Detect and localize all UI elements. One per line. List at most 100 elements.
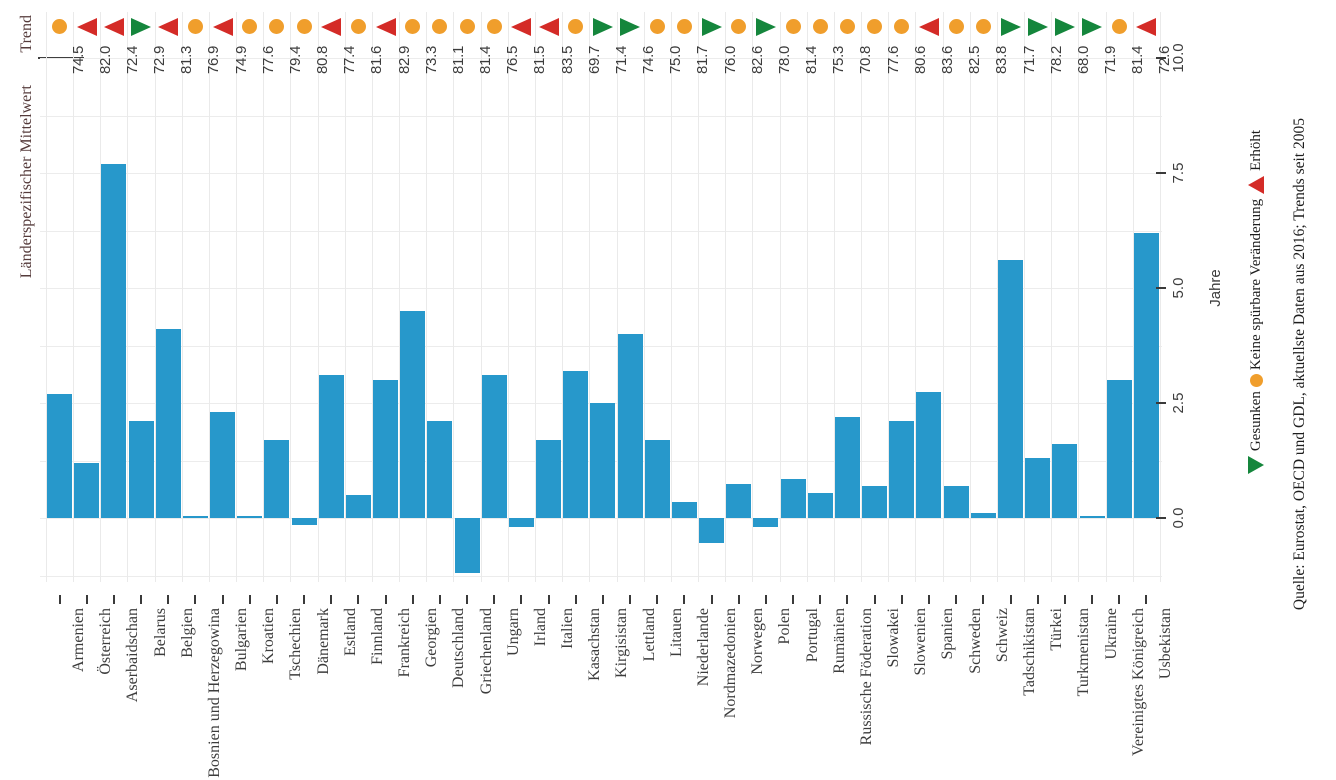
country-tick	[1063, 595, 1066, 604]
bar	[264, 439, 290, 518]
country-label: Tschechien	[287, 608, 305, 680]
gridline-horizontal	[40, 288, 1162, 289]
country-label: Russische Föderation	[857, 608, 875, 746]
trend-no-change-icon	[649, 19, 665, 34]
gridline-vertical	[426, 12, 428, 582]
bar	[128, 421, 154, 518]
gridline-horizontal	[40, 230, 1162, 232]
country-label: Österreich	[97, 608, 115, 675]
country-label: Armenien	[70, 608, 87, 672]
trend-no-change-icon	[894, 19, 910, 34]
country-label: Lettland	[640, 608, 658, 662]
country-tick	[1118, 595, 1121, 604]
trend-increased-icon	[918, 18, 939, 36]
country-label: Niederlande	[694, 608, 712, 687]
mean-value: 81.4	[477, 46, 495, 74]
mean-value: 81.5	[531, 46, 549, 74]
mean-value: 74.5	[69, 46, 87, 74]
country-label: Usbekistan	[1156, 608, 1174, 680]
mean-value: 69.7	[585, 46, 603, 74]
country-label: Schweden	[966, 608, 984, 674]
country-tick	[547, 595, 550, 604]
gridline-vertical	[480, 12, 482, 582]
bar	[889, 421, 915, 518]
trend-decreased-icon	[1082, 18, 1102, 36]
bar	[1025, 458, 1051, 518]
country-tick	[683, 595, 686, 604]
country-label: Polen	[776, 608, 794, 645]
trend-no-change-icon	[975, 19, 991, 34]
mean-value: 74.9	[232, 46, 250, 74]
mean-value: 83.5	[558, 46, 576, 74]
country-tick	[629, 595, 632, 604]
mean-value: 82.9	[395, 46, 413, 74]
decreased-triangle-icon	[1248, 456, 1264, 475]
country-label: Frankreich	[396, 608, 413, 678]
mean-value: 72.4	[123, 46, 141, 74]
gridline-vertical	[806, 12, 808, 582]
legend-increased-label: Erhöht	[1248, 130, 1264, 171]
country-tick	[167, 595, 170, 604]
country-tick	[982, 595, 985, 604]
country-label: Litauen	[667, 608, 685, 657]
trend-increased-icon	[212, 18, 233, 36]
gridline-vertical	[996, 12, 998, 582]
country-tick	[384, 595, 387, 604]
mean-value: 68.0	[1074, 46, 1092, 74]
bar	[373, 380, 398, 518]
country-label: Portugal	[803, 608, 821, 663]
trend-decreased-icon	[592, 18, 613, 36]
bar	[644, 439, 670, 518]
trend-no-change-icon	[785, 19, 801, 34]
mean-value: 77.6	[884, 46, 902, 74]
gridline-vertical	[752, 12, 754, 582]
gridline-vertical	[969, 12, 971, 582]
country-tick	[357, 595, 360, 604]
country-tick	[1036, 595, 1039, 604]
value-axis-tick	[1156, 287, 1166, 289]
trend-no-change-icon	[242, 19, 258, 34]
country-tick	[520, 595, 523, 604]
mean-value: 81.3	[178, 46, 196, 74]
country-label: Norwegen	[749, 608, 767, 675]
mean-value: 81.7	[694, 46, 712, 74]
mean-value: 71.4	[612, 46, 630, 74]
gridline-vertical	[562, 12, 564, 582]
trend-increased-icon	[511, 18, 532, 36]
mean-value: 82.5	[966, 46, 984, 74]
gridline-vertical	[263, 12, 265, 582]
gridline-vertical	[453, 12, 455, 582]
gridline-vertical	[535, 12, 536, 582]
bar	[998, 260, 1023, 518]
country-label: Vereinigtes Königreich	[1129, 608, 1147, 756]
trend-no-change-icon	[350, 19, 366, 34]
mean-value: 81.4	[803, 46, 821, 74]
gridline-vertical	[1078, 12, 1080, 582]
country-tick	[58, 595, 61, 604]
trend-increased-icon	[1136, 18, 1157, 36]
bar	[318, 375, 344, 518]
country-tick	[873, 595, 876, 604]
mean-value: 74.6	[640, 46, 658, 74]
gridline-vertical	[670, 12, 672, 582]
country-tick	[248, 595, 251, 604]
mean-value: 80.6	[911, 46, 929, 74]
value-axis-tick-label: 10.0	[1170, 43, 1187, 73]
trend-no-change-icon	[839, 19, 855, 34]
gridline-vertical	[1132, 12, 1134, 582]
country-label: Belgien	[178, 608, 196, 658]
gridline-horizontal	[40, 575, 1162, 577]
gridline-vertical	[861, 12, 862, 582]
gridline-vertical	[725, 12, 727, 582]
trend-no-change-icon	[948, 19, 964, 34]
mean-value: 75.0	[667, 46, 685, 74]
gridline-vertical	[208, 12, 210, 582]
gridline-horizontal	[40, 173, 1162, 174]
gridline-horizontal	[40, 518, 1162, 519]
gridline-vertical	[290, 12, 292, 582]
bar	[671, 501, 697, 518]
trend-decreased-icon	[701, 18, 722, 36]
country-tick	[1091, 595, 1093, 604]
trend-column-header: Trend	[18, 15, 35, 53]
bar	[563, 370, 589, 518]
